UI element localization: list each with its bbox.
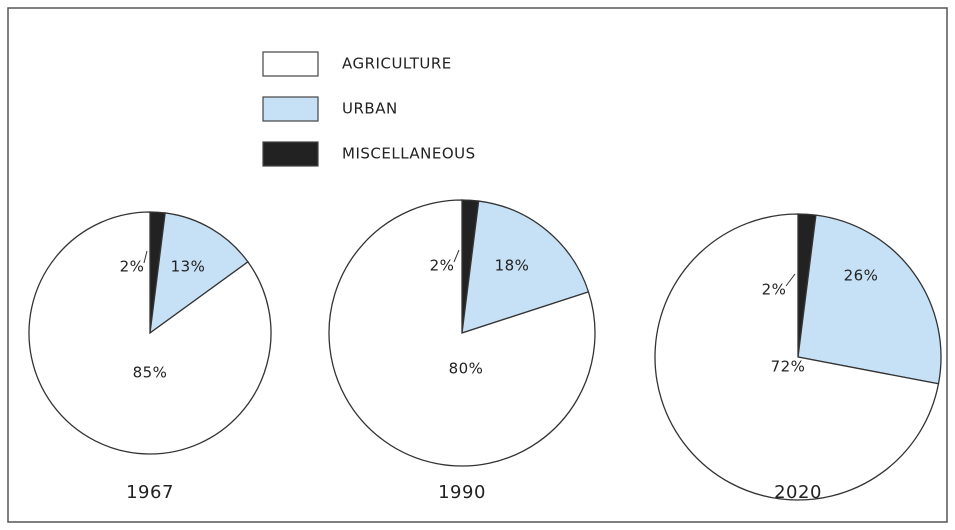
pie-slice: [28, 211, 272, 455]
legend-label: URBAN: [342, 100, 398, 118]
leader-line: [143, 250, 148, 264]
data-label: 72%: [771, 358, 806, 376]
leader-line: [453, 249, 460, 263]
pie-slice: [328, 199, 596, 467]
legend-label: MISCELLANEOUS: [342, 145, 476, 163]
legend-swatch: [262, 141, 319, 167]
pie-slice: [797, 214, 942, 385]
data-label: 85%: [133, 364, 168, 382]
pie-slice: [654, 213, 940, 501]
pie-slice: [461, 200, 590, 334]
data-label: 26%: [844, 267, 879, 285]
data-label: 18%: [495, 257, 530, 275]
leader-line: [785, 273, 796, 287]
legend-label: AGRICULTURE: [342, 55, 452, 73]
data-label: 13%: [171, 258, 206, 276]
legend-swatch: [262, 51, 319, 77]
pie-title: 2020: [774, 482, 822, 503]
pie-title: 1967: [126, 482, 174, 503]
data-label: 2%: [120, 258, 145, 276]
legend-swatch: [262, 96, 319, 122]
pie-slice: [149, 212, 249, 335]
data-label: 2%: [430, 257, 455, 275]
pie-title: 1990: [438, 482, 486, 503]
data-label: 80%: [449, 360, 484, 378]
data-label: 2%: [762, 281, 787, 299]
frame: [7, 7, 948, 523]
